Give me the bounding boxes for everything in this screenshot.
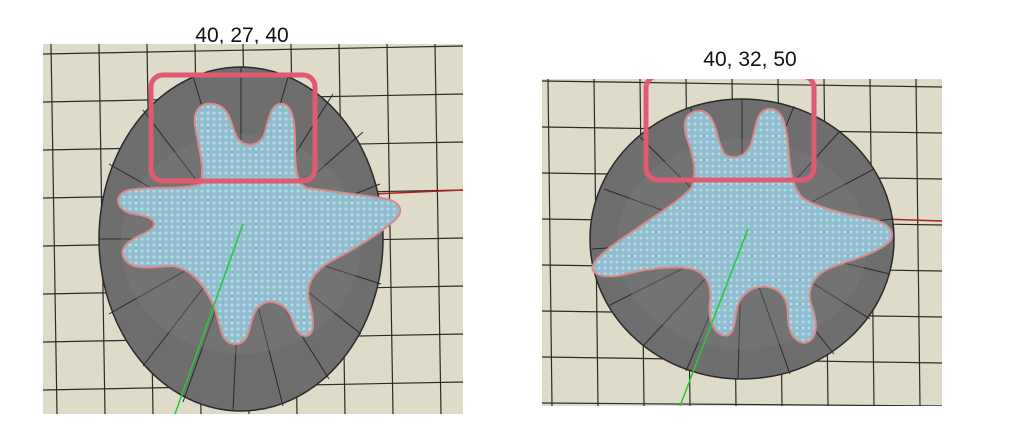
y-axis-line xyxy=(174,223,244,414)
mesh-shape xyxy=(591,107,893,345)
panel-right-scene xyxy=(542,79,942,406)
highlight-box xyxy=(148,72,318,184)
panel-left-scene xyxy=(43,44,463,414)
panel-right-caption: 40, 32, 50 xyxy=(703,48,797,71)
highlight-box xyxy=(643,79,817,183)
mesh-shape xyxy=(117,102,402,346)
panel-right-viewport xyxy=(542,79,942,406)
panel-left-caption: 40, 27, 40 xyxy=(195,24,289,47)
x-axis-line xyxy=(372,189,463,195)
y-axis-line xyxy=(679,228,749,406)
panel-left-viewport xyxy=(43,44,463,414)
